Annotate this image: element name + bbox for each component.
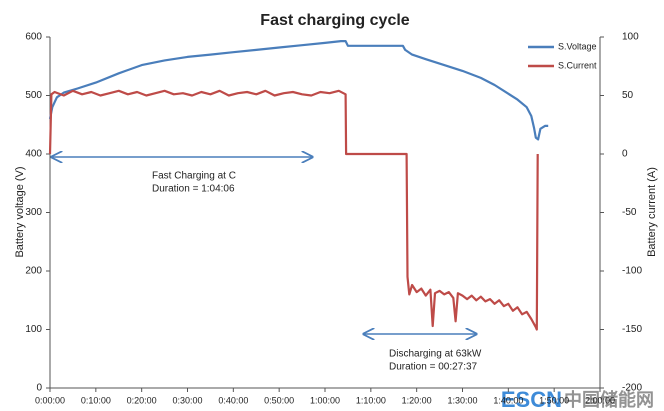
x-tick-label: 1:50:00	[539, 395, 569, 405]
y2-tick-label: -200	[622, 383, 642, 394]
x-tick-label: 0:40:00	[218, 395, 248, 405]
y-tick-label: 400	[25, 149, 42, 160]
y-tick-label: 500	[25, 90, 42, 101]
legend-label: S.Voltage	[558, 41, 597, 51]
y2-axis-label: Battery current (A)	[646, 167, 658, 257]
x-tick-label: 1:30:00	[447, 395, 477, 405]
y-axis-label: Battery voltage (V)	[14, 166, 26, 257]
watermark: ESCN	[501, 387, 562, 411]
x-tick-label: 0:30:00	[172, 395, 202, 405]
y2-tick-label: 0	[622, 149, 628, 160]
series-line	[48, 40, 549, 141]
y-tick-label: 100	[25, 324, 42, 335]
x-tick-label: 1:10:00	[356, 395, 386, 405]
x-tick-label: 0:50:00	[264, 395, 294, 405]
y2-tick-label: -50	[622, 207, 637, 218]
y-tick-label: 300	[25, 207, 42, 218]
annotation: Discharging at 63kW	[389, 349, 482, 360]
y-tick-label: 600	[25, 32, 42, 43]
y-tick-label: 0	[36, 383, 42, 394]
annotation: Duration = 1:04:06	[152, 184, 235, 195]
watermark: 中国储能网	[564, 389, 654, 410]
x-tick-label: 2:00:00	[585, 395, 615, 405]
annotation: Fast Charging at C	[152, 171, 236, 182]
series-line	[48, 89, 539, 331]
y2-tick-label: 100	[622, 32, 639, 43]
y2-tick-label: -100	[622, 266, 642, 277]
x-tick-label: 1:00:00	[310, 395, 340, 405]
x-tick-label: 0:10:00	[81, 395, 111, 405]
x-tick-label: 1:40:00	[493, 395, 523, 405]
annotation: Duration = 00:27:37	[389, 362, 478, 373]
y-tick-label: 200	[25, 266, 42, 277]
y2-tick-label: -150	[622, 324, 642, 335]
chart-title: Fast charging cycle	[260, 12, 409, 29]
y2-tick-label: 50	[622, 90, 634, 101]
x-tick-label: 1:20:00	[402, 395, 432, 405]
x-tick-label: 0:00:00	[35, 395, 65, 405]
x-tick-label: 0:20:00	[127, 395, 157, 405]
legend-label: S.Current	[558, 60, 597, 70]
